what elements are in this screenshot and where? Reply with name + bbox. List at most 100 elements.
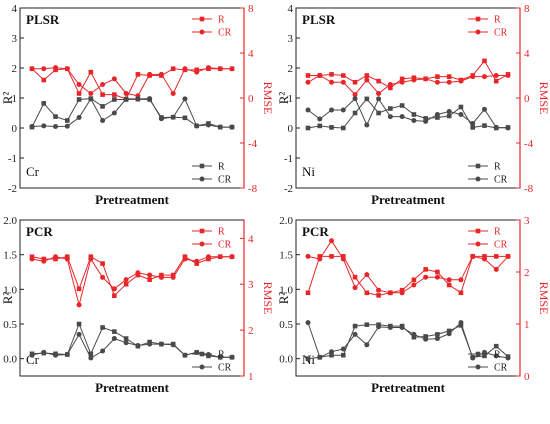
- data-point: [147, 272, 153, 278]
- data-point: [446, 328, 452, 334]
- data-point: [158, 341, 164, 347]
- data-point: [88, 91, 94, 96]
- data-point: [217, 124, 223, 130]
- data-point: [64, 123, 70, 129]
- data-point: [158, 274, 164, 280]
- right-tick-label: 2: [248, 325, 254, 337]
- data-point: [446, 113, 452, 119]
- data-point: [352, 323, 358, 329]
- legend-marker: [475, 364, 481, 370]
- right-tick-label: 0: [524, 93, 530, 105]
- legend-marker: [475, 351, 481, 357]
- data-point: [458, 277, 464, 283]
- data-point: [100, 82, 106, 87]
- data-point: [135, 342, 141, 348]
- data-point: [364, 322, 370, 327]
- left-tick-label: 1.0: [3, 284, 17, 296]
- data-point: [123, 91, 129, 96]
- legend-entry: CR: [192, 28, 232, 39]
- data-point: [423, 76, 429, 82]
- data-point: [76, 97, 82, 102]
- left-tick-label: -2: [284, 183, 293, 195]
- data-point: [158, 71, 164, 77]
- data-point: [423, 118, 429, 124]
- legend-label: CR: [218, 175, 232, 186]
- data-point: [458, 78, 464, 84]
- right-tick-label: -8: [524, 183, 534, 195]
- legend-marker: [475, 176, 481, 182]
- legend-label: CR: [218, 240, 232, 251]
- left-tick-label: 1.5: [279, 250, 293, 262]
- legend-marker: [199, 176, 205, 182]
- data-point: [229, 254, 235, 260]
- left-axis-label: R²: [0, 292, 15, 305]
- data-point: [170, 91, 176, 96]
- data-point: [158, 116, 164, 122]
- series-line: [32, 67, 232, 97]
- left-tick-label: 2: [12, 63, 18, 75]
- legend-label: CR: [494, 175, 508, 186]
- data-point: [53, 114, 58, 119]
- data-point: [100, 92, 105, 97]
- data-point: [111, 76, 117, 82]
- left-tick-label: 0: [12, 123, 18, 135]
- right-tick-label: -4: [524, 138, 534, 150]
- data-point: [434, 274, 440, 280]
- data-point: [135, 270, 141, 276]
- data-point: [364, 272, 370, 278]
- legend-entry: R: [192, 350, 225, 361]
- data-point: [434, 112, 440, 117]
- series-line: [31, 98, 232, 128]
- legend-label: R: [494, 350, 501, 361]
- data-point: [364, 122, 370, 128]
- series-line: [308, 60, 509, 89]
- data-point: [435, 74, 440, 79]
- data-point: [88, 96, 94, 102]
- data-point: [434, 336, 440, 342]
- right-axis-label: RMSE: [261, 82, 275, 115]
- legend-label: R: [218, 15, 225, 26]
- left-axis-label: R²: [276, 92, 291, 105]
- data-point: [399, 324, 405, 330]
- data-point: [376, 110, 381, 116]
- data-point: [317, 123, 323, 129]
- data-point: [41, 123, 47, 129]
- legend-marker: [199, 241, 205, 247]
- right-tick-label: 8: [248, 3, 254, 15]
- series-cr-left: [29, 331, 235, 361]
- right-tick-label: 0: [524, 371, 530, 383]
- data-point: [482, 58, 487, 64]
- data-point: [88, 69, 94, 75]
- data-point: [135, 96, 141, 102]
- series-line: [307, 255, 508, 296]
- data-point: [329, 352, 334, 358]
- data-point: [205, 352, 211, 358]
- data-point: [435, 332, 440, 337]
- data-point: [446, 282, 452, 288]
- data-point: [340, 254, 346, 259]
- data-point: [352, 110, 358, 116]
- legend-marker: [199, 351, 205, 357]
- data-point: [305, 320, 311, 326]
- data-point: [100, 261, 105, 266]
- data-point: [446, 79, 452, 85]
- legend-label: R: [494, 162, 501, 173]
- legend-marker: [475, 241, 481, 247]
- data-point: [111, 336, 117, 342]
- data-point: [205, 122, 211, 128]
- data-point: [229, 124, 235, 130]
- legend-marker: [475, 228, 481, 234]
- legend-label: CR: [494, 363, 508, 374]
- data-point: [423, 116, 428, 121]
- legend-entry: R: [468, 15, 501, 26]
- data-point: [434, 79, 440, 85]
- right-tick-label: -8: [248, 183, 258, 195]
- left-tick-label: 0.0: [279, 354, 293, 366]
- legend-label: CR: [218, 28, 232, 39]
- data-point: [411, 334, 417, 340]
- data-point: [29, 124, 35, 129]
- data-point: [317, 256, 323, 262]
- data-point: [147, 96, 153, 102]
- plot-frame: [295, 7, 521, 189]
- data-point: [340, 73, 346, 78]
